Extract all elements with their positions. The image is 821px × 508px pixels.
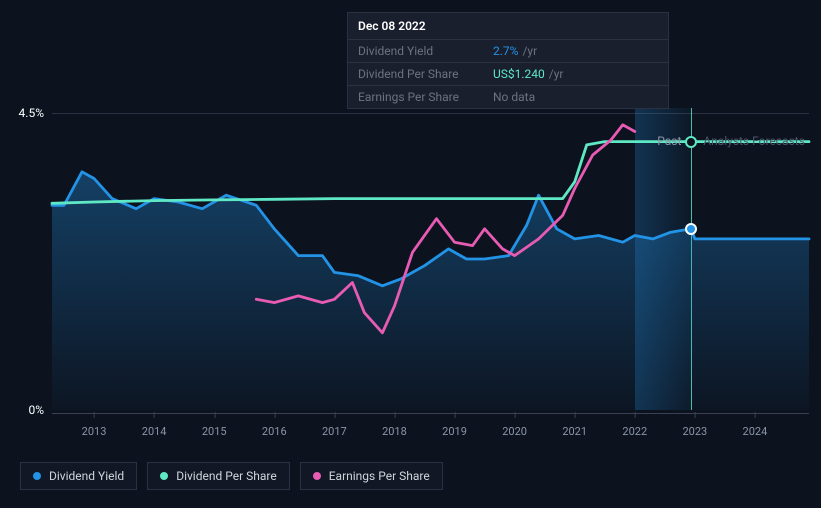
tooltip-row: Earnings Per ShareNo data — [348, 86, 668, 108]
tooltip-row-value: No data — [493, 90, 535, 104]
dividend-yield-area — [52, 172, 809, 410]
chart-plot-area: 4.5% 0% Past Analysts Forecasts — [52, 108, 809, 410]
current-value-dot — [685, 223, 697, 235]
x-axis-tick: 2019 — [442, 425, 467, 438]
x-axis-tick: 2022 — [622, 425, 647, 438]
past-label: Past — [657, 134, 681, 148]
forecast-label: Analysts Forecasts — [703, 134, 805, 148]
tooltip-row-label: Dividend Per Share — [358, 67, 493, 81]
x-axis-tick: 2023 — [682, 425, 707, 438]
tooltip: Dec 08 2022 Dividend Yield2.7%/yrDividen… — [347, 12, 669, 109]
tooltip-row-label: Earnings Per Share — [358, 90, 493, 104]
x-axis-tick: 2021 — [562, 425, 587, 438]
y-axis-label-max: 4.5% — [19, 106, 44, 120]
legend-label: Dividend Per Share — [176, 469, 277, 483]
tooltip-row: Dividend Per ShareUS$1.240/yr — [348, 63, 668, 86]
x-axis-tick: 2014 — [142, 425, 167, 438]
tooltip-date: Dec 08 2022 — [348, 13, 668, 40]
legend-label: Earnings Per Share — [329, 469, 430, 483]
legend-item[interactable]: Dividend Yield — [20, 462, 137, 490]
legend-dot-icon — [33, 472, 41, 480]
y-axis-label-min: 0% — [28, 403, 44, 417]
legend-dot-icon — [313, 472, 321, 480]
tooltip-row-label: Dividend Yield — [358, 44, 493, 58]
x-axis-tick: 2024 — [743, 425, 768, 438]
x-axis: 2013 2014 2015 2016 2017 2018 2019 2020 2021 2022… — [52, 425, 809, 445]
x-axis-tick: 2017 — [322, 425, 347, 438]
x-axis-tick: 2013 — [82, 425, 107, 438]
label-separator-dot — [685, 136, 697, 148]
legend-item[interactable]: Dividend Per Share — [147, 462, 290, 490]
x-axis-tick: 2015 — [202, 425, 227, 438]
x-axis-tick: 2018 — [382, 425, 407, 438]
legend-label: Dividend Yield — [49, 469, 124, 483]
tooltip-row: Dividend Yield2.7%/yr — [348, 40, 668, 63]
tooltip-row-value: US$1.240/yr — [493, 67, 564, 81]
tooltip-row-value: 2.7%/yr — [493, 44, 537, 58]
dividend-per-share-line — [52, 142, 809, 204]
legend: Dividend Yield Dividend Per Share Earnings… — [20, 462, 443, 490]
legend-item[interactable]: Earnings Per Share — [300, 462, 443, 490]
chart-svg — [52, 108, 809, 410]
legend-dot-icon — [160, 472, 168, 480]
x-axis-tick: 2020 — [502, 425, 527, 438]
x-axis-tick: 2016 — [262, 425, 287, 438]
